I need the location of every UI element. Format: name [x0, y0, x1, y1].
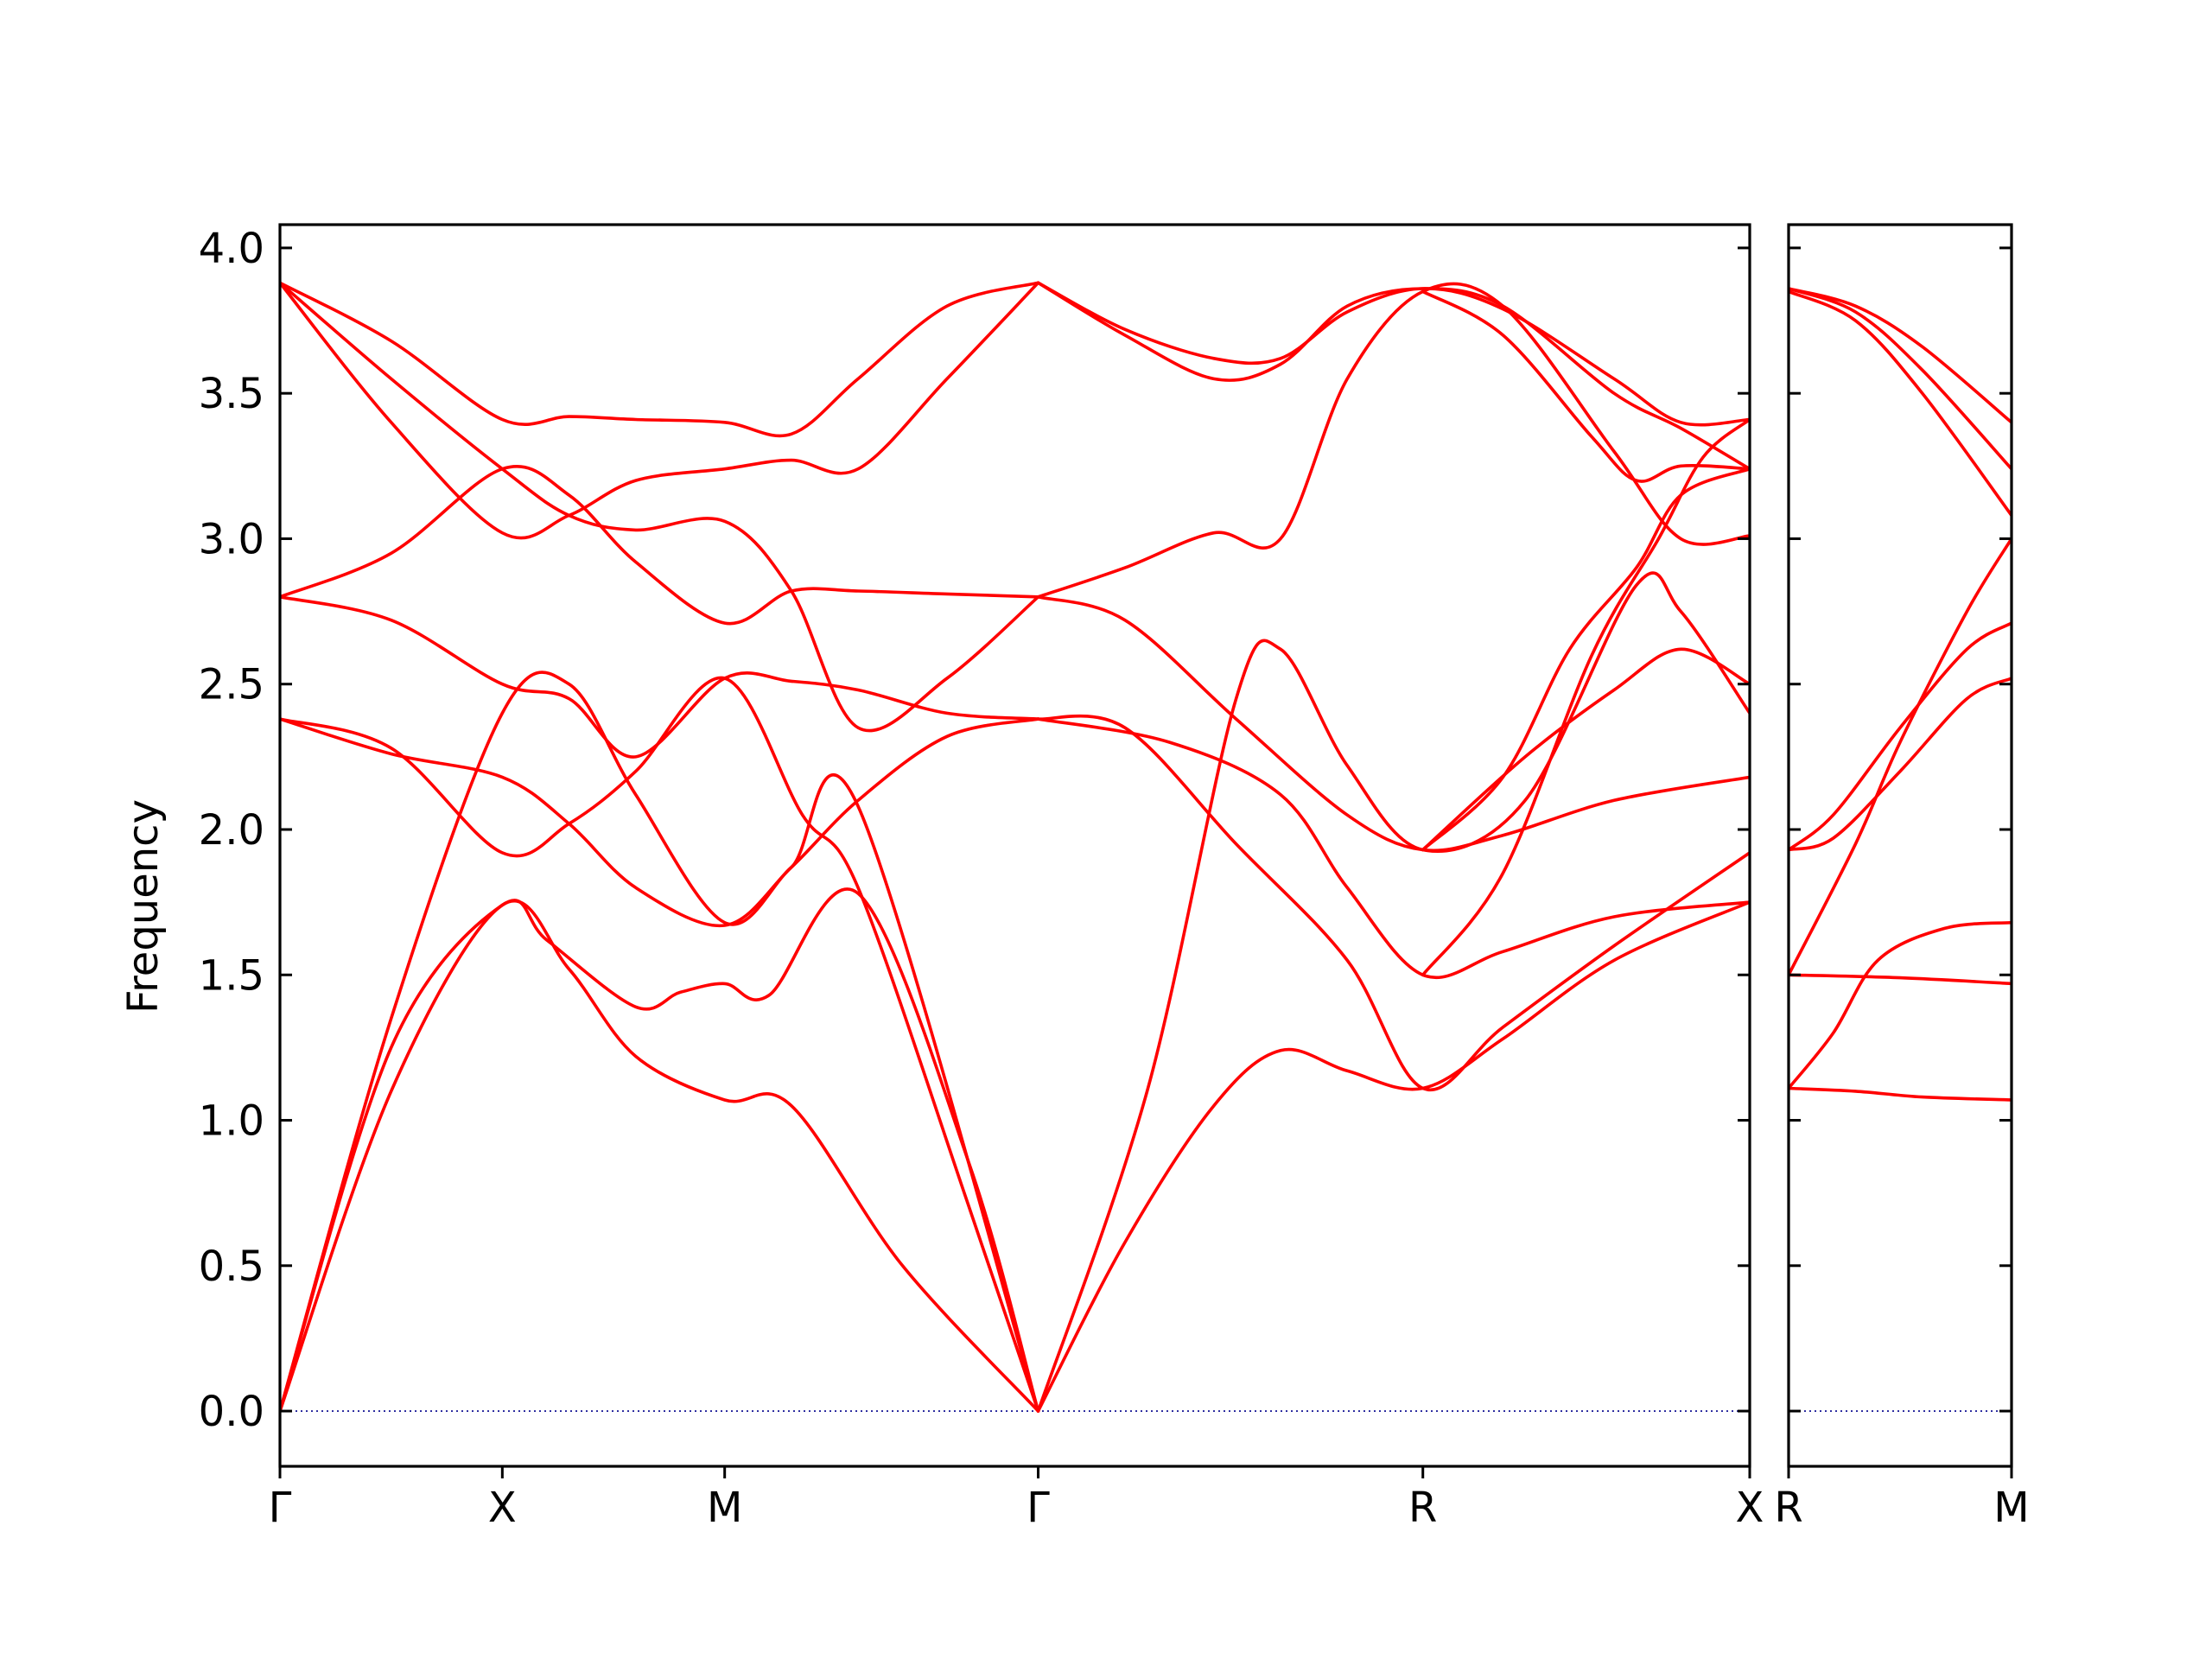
band-line-5 — [280, 717, 1040, 928]
band-line-6 — [1789, 621, 2012, 852]
y-tick-label: 0.0 — [199, 1388, 264, 1436]
band-line-2 — [280, 887, 1040, 1413]
band-line-13 — [1036, 717, 1750, 980]
y-axis-label: Frequency — [119, 799, 168, 1014]
panel-main: 0.0 0.5 1.0 1.5 2.0 2.5 3.0 3.5 4.0 Γ X M Γ R X — [199, 223, 1764, 1532]
band-line-20 — [1421, 647, 1750, 852]
y-tick-label: 1.5 — [199, 951, 264, 1000]
band-line-9 — [280, 281, 1040, 733]
x-tick-label: R — [1408, 1484, 1437, 1532]
y-tick-label: 1.0 — [199, 1097, 264, 1146]
plot-frame — [278, 223, 1751, 1468]
plot-frame — [1787, 223, 2013, 1468]
band-line-7 — [280, 465, 1040, 626]
x-tick-label: R — [1774, 1484, 1802, 1532]
band-line-1 — [280, 899, 1040, 1413]
band-line-17 — [1036, 281, 1750, 471]
band-line-5 — [1789, 677, 2012, 852]
band-line-8 — [1789, 287, 2012, 471]
y-tick-label: 3.5 — [199, 370, 264, 418]
x-tick-label: X — [488, 1484, 517, 1532]
band-line-2 — [1789, 920, 2012, 1090]
band-line-22 — [1421, 289, 1750, 483]
band-line-19 — [1421, 467, 1750, 852]
band-line-12 — [1036, 900, 1750, 1413]
band-line-18 — [1036, 281, 1750, 427]
y-tick-label: 2.0 — [199, 806, 264, 855]
y-tick-label: 3.0 — [199, 515, 264, 563]
band-line-8 — [280, 281, 1040, 540]
band-line-1 — [1789, 1086, 2012, 1102]
band-line-11 — [1036, 571, 1750, 1413]
band-line-3 — [280, 671, 1040, 1413]
x-tick-label: M — [1993, 1484, 2029, 1532]
x-tick-label: Γ — [1027, 1484, 1050, 1532]
band-line-14 — [1036, 714, 1750, 1092]
x-tick-label: X — [1736, 1484, 1764, 1532]
band-line-6 — [280, 595, 1040, 759]
band-group — [280, 281, 1750, 1413]
y-tick-label: 4.0 — [199, 225, 264, 273]
band-line-21 — [1421, 417, 1750, 977]
band-line-7 — [1789, 289, 2012, 518]
band-line-9 — [1789, 287, 2012, 424]
y-tick-label: 0.5 — [199, 1243, 264, 1291]
band-line-10 — [280, 281, 1040, 438]
x-tick-label: Γ — [269, 1484, 292, 1532]
band-line-3 — [1789, 973, 2012, 986]
band-line-4 — [1789, 537, 2012, 977]
band-group — [1789, 287, 2012, 1102]
x-tick-label: M — [707, 1484, 742, 1532]
band-line-15 — [1036, 595, 1750, 853]
band-line-16 — [1036, 282, 1750, 599]
y-tick-label: 2.5 — [199, 661, 264, 709]
